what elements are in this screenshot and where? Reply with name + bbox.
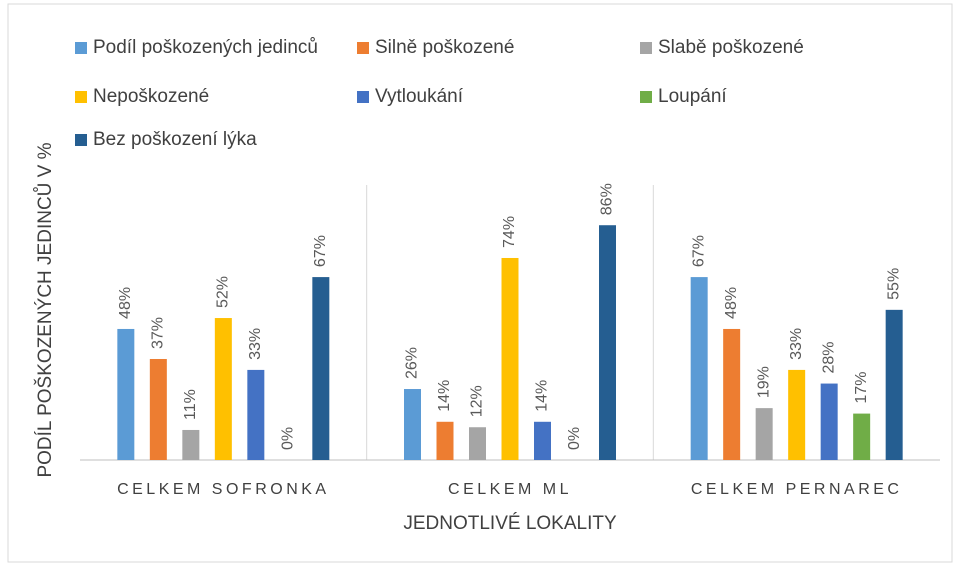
data-label: 67% <box>312 235 329 267</box>
bar <box>182 429 200 460</box>
chart-frame <box>7 3 953 563</box>
x-tick-label: CELKEM PERNAREC <box>691 481 903 498</box>
data-label: 14% <box>436 380 453 412</box>
bar <box>788 369 806 460</box>
bar <box>312 277 330 460</box>
data-label: 19% <box>755 366 772 398</box>
legend-label: Vytloukání <box>375 86 464 107</box>
legend-swatch <box>75 42 87 54</box>
data-label: 52% <box>215 276 232 308</box>
legend-label: Loupání <box>658 86 727 107</box>
bar <box>247 369 265 460</box>
y-axis-label: PODÍL POŠKOZENÝCH JEDINCŮ V % <box>34 142 56 477</box>
data-label: 48% <box>117 287 134 319</box>
legend-swatch <box>357 42 369 54</box>
bar <box>436 421 454 460</box>
x-tick-label: CELKEM ML <box>448 481 572 498</box>
data-label: 17% <box>853 372 870 404</box>
bar <box>820 383 838 460</box>
legend-label: Bez poškození lýka <box>93 129 257 150</box>
bar <box>214 318 232 460</box>
bar <box>723 328 741 460</box>
bar <box>534 421 551 460</box>
data-label: 0% <box>280 427 297 450</box>
data-label: 55% <box>885 268 902 300</box>
bar <box>149 358 167 460</box>
bar <box>853 413 871 460</box>
data-label: 33% <box>247 328 264 360</box>
legend-label: Nepoškozené <box>93 86 209 107</box>
bar <box>755 408 773 460</box>
data-label: 28% <box>820 342 837 374</box>
data-label: 33% <box>788 328 805 360</box>
data-label: 48% <box>723 287 740 319</box>
bar <box>117 328 135 460</box>
data-label: 11% <box>182 389 199 420</box>
legend-swatch <box>75 91 87 103</box>
data-label: 12% <box>469 385 486 417</box>
bar <box>501 257 519 460</box>
bar <box>690 277 708 460</box>
data-label: 74% <box>501 216 518 248</box>
data-label: 86% <box>599 183 616 215</box>
x-axis-label: JEDNOTLIVÉ LOKALITY <box>403 513 617 534</box>
bar <box>885 309 903 460</box>
data-label: 0% <box>566 427 583 450</box>
legend-swatch <box>357 91 369 103</box>
bar <box>469 427 486 460</box>
legend-label: Silně poškozené <box>375 37 514 58</box>
data-label: 26% <box>404 347 421 379</box>
bar <box>404 389 421 460</box>
bar <box>599 225 616 460</box>
data-label: 14% <box>534 380 551 412</box>
data-label: 37% <box>150 317 167 349</box>
legend-label: Podíl poškozených jedinců <box>93 37 318 58</box>
data-label: 67% <box>690 235 707 267</box>
legend-label: Slabě poškozené <box>658 37 804 58</box>
x-tick-label: CELKEM SOFRONKA <box>117 481 330 498</box>
legend-swatch <box>640 42 652 54</box>
legend-swatch <box>640 91 652 103</box>
legend-swatch <box>75 134 87 146</box>
